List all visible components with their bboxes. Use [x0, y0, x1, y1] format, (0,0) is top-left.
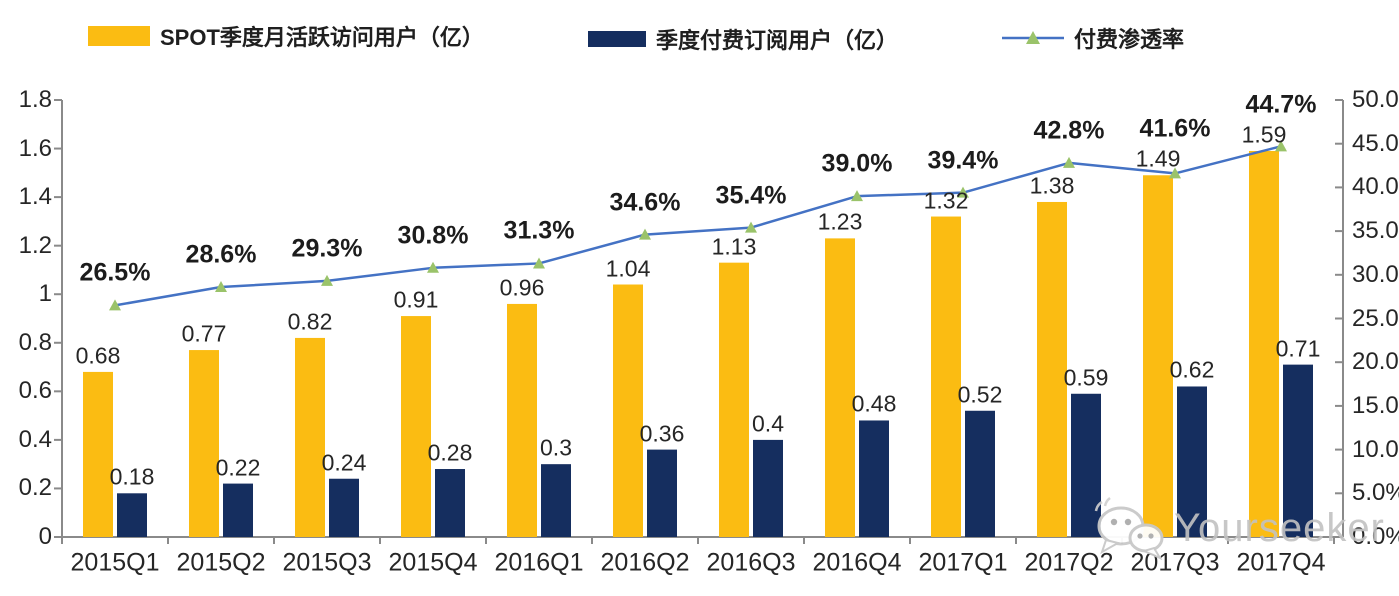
legend-label-subscribers: 季度付费订阅用户（亿）	[656, 28, 899, 53]
penetration-marker-2016Q2	[639, 228, 651, 240]
subscriber-bar-2017Q1	[965, 410, 995, 537]
penetration-marker-2015Q3	[321, 274, 333, 286]
subscriber-bar-2015Q4	[435, 469, 465, 537]
mau-bar-2015Q2	[189, 350, 219, 537]
mau-bar-2017Q2	[1037, 201, 1067, 537]
legend-item-subscribers: 季度付费订阅用户（亿）	[588, 23, 898, 55]
mau-bar-2017Q4	[1249, 150, 1279, 537]
watermark-text: Yourseeker	[1174, 505, 1385, 550]
subscriber-bar-2016Q3	[753, 439, 783, 537]
mau-bar-2017Q1	[931, 216, 961, 538]
subscriber-bar-2015Q1	[117, 493, 147, 537]
subscriber-bar-2017Q3	[1177, 386, 1207, 537]
subscriber-bar-2016Q4	[859, 420, 889, 537]
penetration-marker-2015Q4	[427, 261, 439, 273]
mau-bar-2016Q4	[825, 238, 855, 537]
penetration-marker-2017Q4	[1275, 140, 1287, 152]
mau-bar-2016Q2	[613, 284, 643, 537]
yellow-bar-swatch-icon	[88, 26, 150, 46]
mau-bar-2015Q4	[401, 316, 431, 537]
penetration-marker-2017Q3	[1169, 167, 1181, 179]
penetration-line	[114, 145, 1282, 307]
subscriber-bar-2016Q1	[541, 464, 571, 537]
subscriber-bar-2015Q2	[223, 483, 253, 537]
mau-bar-2017Q3	[1143, 175, 1173, 537]
wechat-icon	[1094, 497, 1164, 560]
penetration-marker-2016Q4	[851, 190, 863, 202]
mau-bar-2015Q1	[83, 371, 113, 537]
watermark: Yourseeker	[1088, 496, 1385, 560]
line-marker-swatch-icon	[1002, 31, 1064, 44]
subscriber-bar-2016Q2	[647, 449, 677, 537]
penetration-marker-2016Q1	[533, 257, 545, 269]
legend-label-penetration: 付费渗透率	[1074, 27, 1185, 52]
subscriber-bar-2015Q3	[329, 478, 359, 537]
legend-item-penetration: 付费渗透率	[1002, 22, 1184, 54]
mau-bar-2015Q3	[295, 337, 325, 537]
penetration-marker-2017Q1	[957, 186, 969, 198]
mau-bar-2016Q1	[507, 303, 537, 537]
legend-label-mau: SPOT季度月活跃访问用户（亿）	[160, 25, 484, 50]
mau-bar-2016Q3	[719, 262, 749, 537]
penetration-marker-2015Q2	[215, 281, 227, 293]
subscriber-bar-2017Q4	[1283, 364, 1313, 537]
penetration-marker-2017Q2	[1063, 156, 1075, 168]
penetration-marker-2016Q3	[745, 221, 757, 233]
penetration-marker-2015Q1	[109, 299, 121, 311]
navy-bar-swatch-icon	[588, 31, 646, 47]
subscriber-bar-2017Q2	[1071, 393, 1101, 537]
legend-item-mau: SPOT季度月活跃访问用户（亿）	[88, 20, 484, 52]
